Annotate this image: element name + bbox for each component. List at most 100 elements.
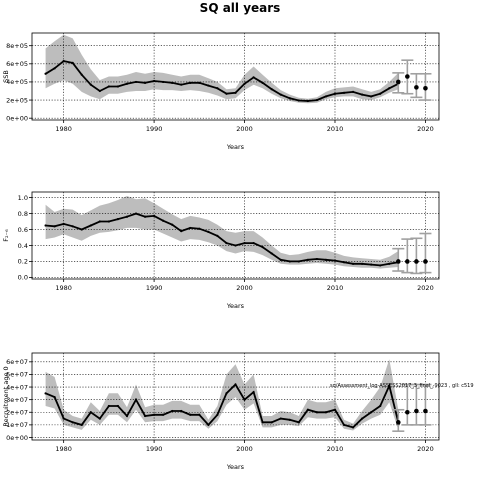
median-point: [342, 91, 346, 94]
median-point: [189, 413, 192, 416]
panel-1: 1980 1990 2000 2010 2020 0e+00 2e+05 4e+05 6e+05…: [2, 32, 440, 151]
median-line: [45, 383, 400, 429]
median-point: [98, 89, 101, 93]
median-point: [234, 91, 237, 94]
y-tick-label: 0e+00: [6, 434, 28, 442]
median-point: [270, 421, 273, 424]
median-point: [261, 421, 264, 424]
median-point: [297, 421, 300, 424]
median-point: [80, 73, 83, 76]
x-tick-label: 2000: [236, 284, 253, 292]
median-point: [297, 260, 300, 263]
median-point: [44, 392, 47, 395]
y-tick-label: 1e+07: [6, 421, 28, 429]
median-point: [125, 82, 129, 85]
median-point: [315, 411, 318, 414]
x-tick-label: 2020: [417, 445, 434, 453]
median-point: [370, 263, 373, 266]
y-tick-label: 8e+05: [6, 42, 28, 50]
median-point: [379, 404, 382, 408]
projection-point: [405, 259, 410, 264]
median-point: [379, 92, 382, 95]
median-point: [180, 409, 183, 413]
median-point: [333, 408, 337, 411]
y-tick-label: 4e+05: [6, 78, 28, 86]
median-point: [125, 215, 129, 218]
median-point: [171, 223, 174, 226]
median-point: [107, 85, 110, 88]
projection-point: [405, 74, 410, 79]
median-point: [388, 87, 391, 90]
median-point: [189, 81, 192, 84]
x-tick-label: 1980: [55, 284, 72, 292]
run-annotation: sq/Assessment_log-ASSESS2017_3_final_-90…: [330, 383, 474, 389]
median-point: [80, 423, 83, 426]
confidence-band: [45, 34, 399, 104]
median-point: [288, 97, 291, 100]
median-point: [116, 85, 120, 88]
median-point: [107, 220, 110, 223]
median-point: [62, 417, 65, 420]
median-point: [261, 81, 264, 84]
y-tick-label: 4e+07: [6, 383, 28, 391]
x-tick-label: 1980: [55, 125, 72, 133]
median-point: [143, 414, 147, 418]
y-tick-label: 0.6: [18, 226, 28, 234]
median-point: [162, 80, 165, 84]
median-point: [243, 82, 246, 85]
figure-title: SQ all years: [200, 1, 281, 15]
median-point: [143, 81, 147, 84]
median-point: [270, 88, 273, 91]
y-tick-label: 0.8: [18, 210, 28, 218]
x-tick-label: 2020: [417, 284, 434, 292]
median-point: [252, 390, 255, 394]
median-point: [134, 398, 138, 401]
median-point: [62, 59, 65, 63]
median-point: [71, 61, 74, 65]
median-point: [107, 404, 110, 408]
y-tick-label: 0.4: [18, 242, 28, 250]
median-point: [153, 79, 156, 83]
y-tick-label: 6e+05: [6, 60, 28, 68]
projection-point: [423, 85, 428, 91]
projection-point: [396, 259, 401, 264]
plot-frame: [31, 352, 440, 441]
median-point: [216, 234, 219, 237]
median-point: [216, 413, 219, 416]
x-axis-label: Years: [226, 302, 245, 310]
median-point: [98, 220, 101, 223]
plot-frame: [31, 32, 440, 121]
median-point: [252, 241, 255, 245]
median-point: [333, 259, 337, 262]
median-point: [125, 414, 129, 418]
median-point: [198, 227, 201, 230]
confidence-band: [45, 196, 399, 269]
median-point: [98, 417, 101, 420]
median-point: [62, 222, 65, 226]
median-point: [225, 392, 228, 395]
x-axis-label: Years: [226, 463, 245, 471]
median-point: [80, 228, 83, 231]
projection-point: [423, 259, 428, 264]
median-point: [207, 423, 210, 426]
median-point: [216, 87, 219, 90]
y-tick-label: 6e+07: [6, 358, 28, 366]
y-tick-label: 0.2: [18, 258, 28, 266]
y-axis-label: F₂₋₆: [2, 229, 10, 242]
median-point: [324, 258, 328, 261]
x-tick-label: 2010: [327, 445, 344, 453]
median-point: [297, 99, 300, 102]
median-point: [306, 99, 309, 103]
x-tick-label: 1990: [146, 445, 163, 453]
median-point: [261, 245, 264, 249]
median-point: [279, 258, 282, 261]
projection-point: [423, 408, 428, 414]
median-point: [225, 92, 228, 95]
median-point: [134, 212, 138, 215]
confidence-band: [45, 359, 399, 431]
median-point: [234, 383, 237, 386]
median-point: [351, 262, 355, 265]
median-point: [288, 418, 291, 421]
x-tick-label: 2020: [417, 125, 434, 133]
median-point: [351, 426, 355, 429]
